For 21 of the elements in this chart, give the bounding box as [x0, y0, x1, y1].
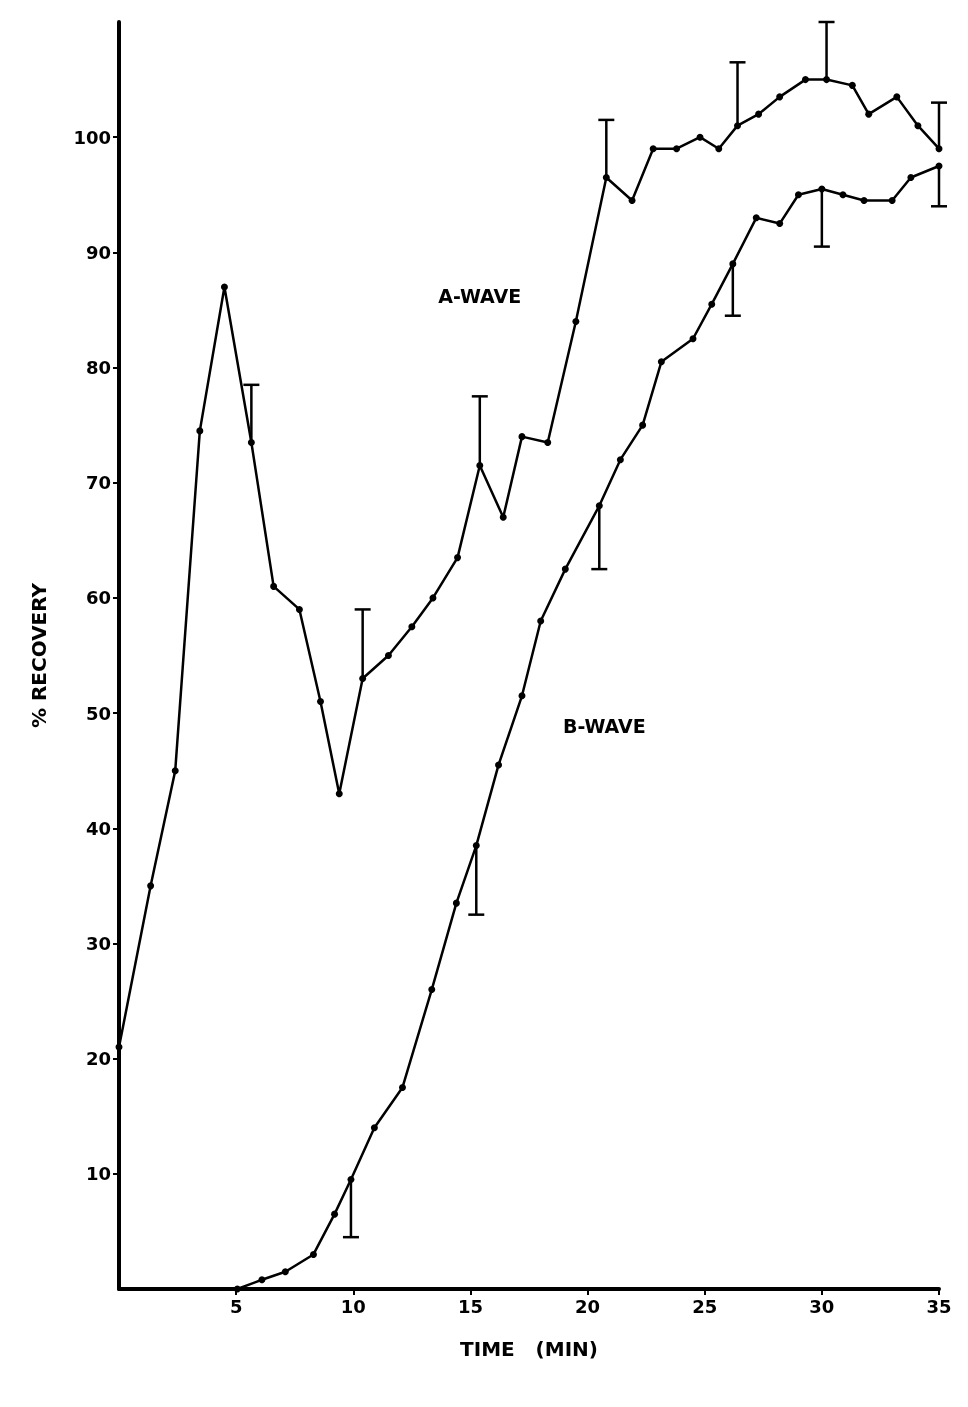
y-tick-label: 60	[85, 587, 111, 609]
x-tick-label: 5	[229, 1295, 243, 1317]
y-tick-label: 20	[85, 1048, 111, 1070]
y-tick-label: 40	[85, 817, 111, 839]
x-axis-title: TIME (MIN)	[460, 1337, 598, 1361]
text: B-WAVE	[562, 714, 646, 737]
x-tick-label: 15	[457, 1295, 483, 1317]
x-tick-label: 20	[575, 1295, 601, 1317]
text: A-WAVE	[438, 285, 522, 308]
y-tick-label: 50	[85, 702, 111, 724]
x-tick-label: 25	[692, 1295, 718, 1317]
y-tick-label: 90	[85, 241, 111, 263]
y-axis-title: % RECOVERY	[27, 582, 51, 729]
y-tick-label: 10	[85, 1163, 111, 1185]
y-tick-label: 80	[85, 357, 111, 379]
x-tick-label: 35	[926, 1295, 952, 1317]
y-tick-label: 100	[73, 126, 111, 148]
y-tick-label: 70	[85, 472, 111, 494]
y-tick-label: 30	[85, 932, 111, 954]
x-tick-label: 10	[340, 1295, 366, 1317]
x-tick-label: 30	[809, 1295, 835, 1317]
